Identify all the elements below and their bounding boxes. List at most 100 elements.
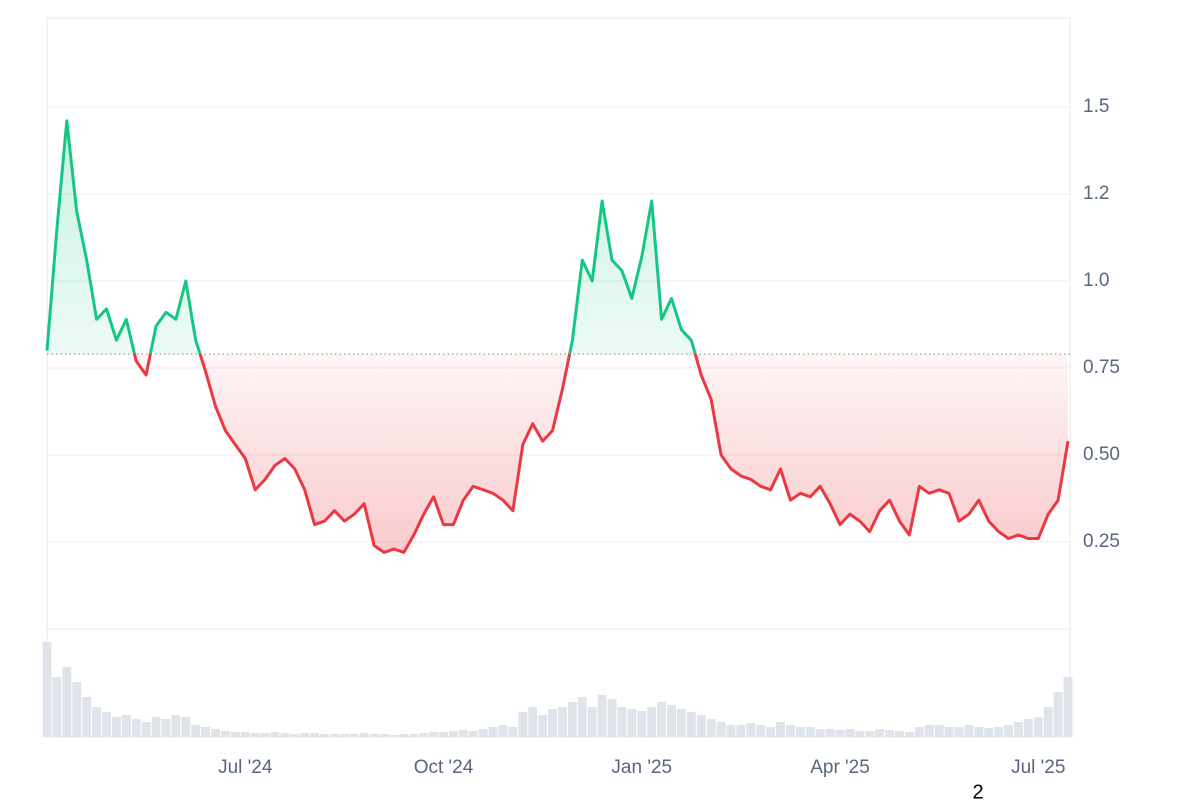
y-tick-label: 0.75	[1083, 357, 1120, 378]
volume-bar	[250, 733, 260, 737]
volume-bar	[1053, 692, 1063, 737]
volume-bar	[1013, 722, 1023, 737]
volume-bar	[42, 642, 52, 737]
volume-bar	[448, 731, 458, 737]
volume-bar	[359, 733, 369, 737]
volume-bar	[726, 725, 736, 737]
volume-bar	[419, 733, 429, 737]
volume-bar	[756, 725, 766, 737]
volume-bar	[379, 734, 389, 737]
volume-bar	[52, 677, 62, 737]
volume-bar	[825, 729, 835, 737]
volume-bar	[310, 733, 320, 737]
volume-bar	[211, 729, 220, 737]
volume-bar	[220, 731, 230, 737]
volume-bar	[240, 732, 250, 737]
volume-bar	[944, 727, 954, 737]
volume-bar	[369, 734, 379, 737]
volume-bar	[795, 727, 805, 737]
volume-bar	[994, 727, 1004, 737]
volume-bar	[1033, 717, 1043, 737]
volume-bar	[330, 734, 339, 737]
volume-bar	[92, 707, 102, 737]
volume-bar	[72, 682, 82, 737]
volume-bar	[766, 727, 776, 737]
volume-bar	[111, 717, 121, 737]
volume-bar	[201, 727, 211, 737]
volume-bar	[667, 705, 676, 737]
volume-bar	[904, 732, 914, 737]
volume-bar	[339, 734, 349, 737]
volume-bar	[805, 727, 815, 737]
volume-bar	[300, 733, 310, 737]
x-tick-label: Jul '24	[218, 757, 273, 778]
volume-bar	[865, 731, 875, 737]
volume-bar	[1004, 725, 1013, 737]
volume-bar	[647, 707, 657, 737]
volume-bar	[815, 729, 825, 737]
volume-bar	[151, 717, 161, 737]
volume-bar	[131, 719, 141, 737]
volume-bar	[171, 715, 181, 737]
volume-bar	[1043, 707, 1053, 737]
volume-bar	[776, 722, 785, 737]
volume-bar	[974, 727, 984, 737]
volume-bar	[389, 735, 399, 737]
volume-bar	[676, 709, 686, 737]
volume-bar	[488, 727, 498, 737]
volume-bar	[716, 722, 726, 737]
volume-bar	[161, 719, 171, 737]
y-tick-label: 0.50	[1083, 444, 1120, 465]
volume-bar	[1023, 719, 1033, 737]
price-area	[47, 120, 1068, 553]
volume-bar	[657, 702, 667, 737]
volume-bar	[349, 734, 359, 737]
volume-bar	[62, 667, 72, 737]
volume-bar	[875, 729, 885, 737]
x-tick-label: Apr '25	[810, 757, 870, 778]
volume-bar	[468, 731, 478, 737]
volume-bar	[577, 697, 587, 737]
volume-bar	[141, 722, 151, 737]
volume-bar	[508, 727, 518, 737]
volume-bar	[181, 717, 191, 737]
volume-bar	[439, 732, 448, 737]
volume-bar	[617, 707, 627, 737]
y-tick-label: 0.25	[1083, 531, 1120, 552]
volume-bar	[964, 725, 974, 737]
volume-bar	[934, 725, 944, 737]
volume-bar	[498, 725, 508, 737]
x-tick-label: Oct '24	[414, 757, 474, 778]
volume-bar	[627, 709, 637, 737]
volume-bar	[885, 730, 895, 737]
volume-bar	[429, 732, 439, 737]
volume-bar	[746, 723, 756, 737]
volume-bar	[686, 712, 696, 737]
volume-bar	[270, 732, 280, 737]
volume-bar	[706, 719, 716, 737]
volume-bar	[736, 725, 746, 737]
volume-bar	[538, 715, 548, 737]
volume-bar	[280, 733, 290, 737]
volume-bar	[260, 733, 270, 737]
volume-bar	[528, 707, 538, 737]
volume-bar	[835, 730, 845, 737]
volume-bar	[290, 734, 300, 737]
volume-bar	[399, 734, 409, 737]
volume-bar	[587, 707, 597, 737]
volume-bar	[102, 712, 111, 737]
y-tick-label: 1.2	[1083, 183, 1109, 204]
volume-bar	[230, 732, 240, 737]
volume-bar	[597, 695, 607, 737]
volume-bar	[409, 734, 419, 737]
volume-bar	[855, 731, 865, 737]
x-tick-label: Jul '25	[1011, 757, 1065, 778]
volume-bar	[121, 715, 131, 737]
volume-bar	[785, 725, 795, 737]
volume-bar	[924, 725, 934, 737]
volume-bar	[82, 697, 92, 737]
volume-bar	[984, 728, 994, 737]
volume-bar	[548, 709, 557, 737]
volume-bar	[637, 711, 647, 737]
